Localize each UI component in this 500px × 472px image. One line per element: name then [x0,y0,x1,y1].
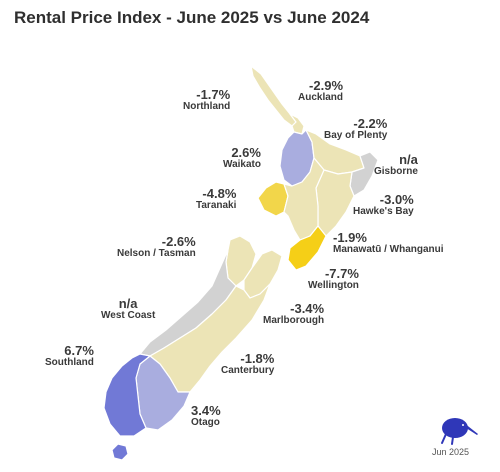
canterbury-value: -1.8% [240,351,275,366]
auckland-name: Auckland [298,91,344,103]
region-southland[interactable] [103,353,151,437]
label-manawatu-whanganui: -1.9% Manawatū / Whanganui [333,231,444,255]
gisborne-value: n/a [399,152,418,167]
wellington-name: Wellington [308,279,359,291]
region-gisborne[interactable] [349,151,379,197]
label-nelson-tasman: -2.6% Nelson / Tasman [117,235,196,259]
southland-name: Southland [45,356,94,368]
northland-name: Northland [183,100,231,112]
auckland-value: -2.9% [309,78,344,93]
west-coast-value: n/a [118,296,138,311]
label-wellington: -7.7% Wellington [308,267,359,291]
manawatu-whanganui-name: Manawatū / Whanganui [333,243,444,255]
label-west-coast: n/a West Coast [101,297,155,321]
kiwi-bird-icon [441,418,478,445]
canterbury-name: Canterbury [221,364,275,376]
label-taranaki: -4.8% Taranaki [196,187,236,211]
gisborne-name: Gisborne [374,165,418,177]
label-bay-of-plenty: -2.2% Bay of Plenty [324,117,387,141]
region-wellington[interactable] [287,225,327,271]
otago-name: Otago [191,416,220,428]
footer-date: Jun 2025 [432,447,470,457]
taranaki-value: -4.8% [202,186,237,201]
marlborough-value: -3.4% [290,301,325,316]
region-northland[interactable] [250,65,297,127]
region-hawkes-bay[interactable] [315,169,355,237]
hawkes-bay-value: -3.0% [379,192,414,207]
label-waikato: 2.6% Waikato [223,146,261,170]
label-marlborough: -3.4% Marlborough [263,302,324,326]
northland-value: -1.7% [196,87,231,102]
waikato-value: 2.6% [231,145,261,160]
label-auckland: -2.9% Auckland [298,79,343,103]
waikato-name: Waikato [223,158,261,170]
label-gisborne: n/a Gisborne [374,153,418,177]
label-canterbury: -1.8% Canterbury [221,352,274,376]
page-title: Rental Price Index - June 2025 vs June 2… [14,8,370,27]
region-canterbury[interactable] [149,283,271,393]
wellington-value: -7.7% [324,266,359,281]
label-otago: 3.4% Otago [191,404,221,428]
taranaki-name: Taranaki [196,199,237,211]
label-northland: -1.7% Northland [183,88,230,112]
otago-value: 3.4% [191,403,221,418]
region-manawatu-whanganui[interactable] [283,157,325,241]
nelson-tasman-value: -2.6% [161,234,196,249]
manawatu-whanganui-value: -1.9% [333,230,367,245]
bay-of-plenty-value: -2.2% [353,116,388,131]
label-southland: 6.7% Southland [45,344,94,368]
hawkes-bay-name: Hawke's Bay [353,205,414,217]
region-taranaki[interactable] [257,181,289,217]
label-hawkes-bay: -3.0% Hawke's Bay [353,193,414,217]
stewart-island [111,443,129,461]
west-coast-name: West Coast [101,309,156,321]
nelson-tasman-name: Nelson / Tasman [117,247,196,259]
marlborough-name: Marlborough [263,314,325,326]
southland-value: 6.7% [64,343,94,358]
bay-of-plenty-name: Bay of Plenty [324,129,388,141]
